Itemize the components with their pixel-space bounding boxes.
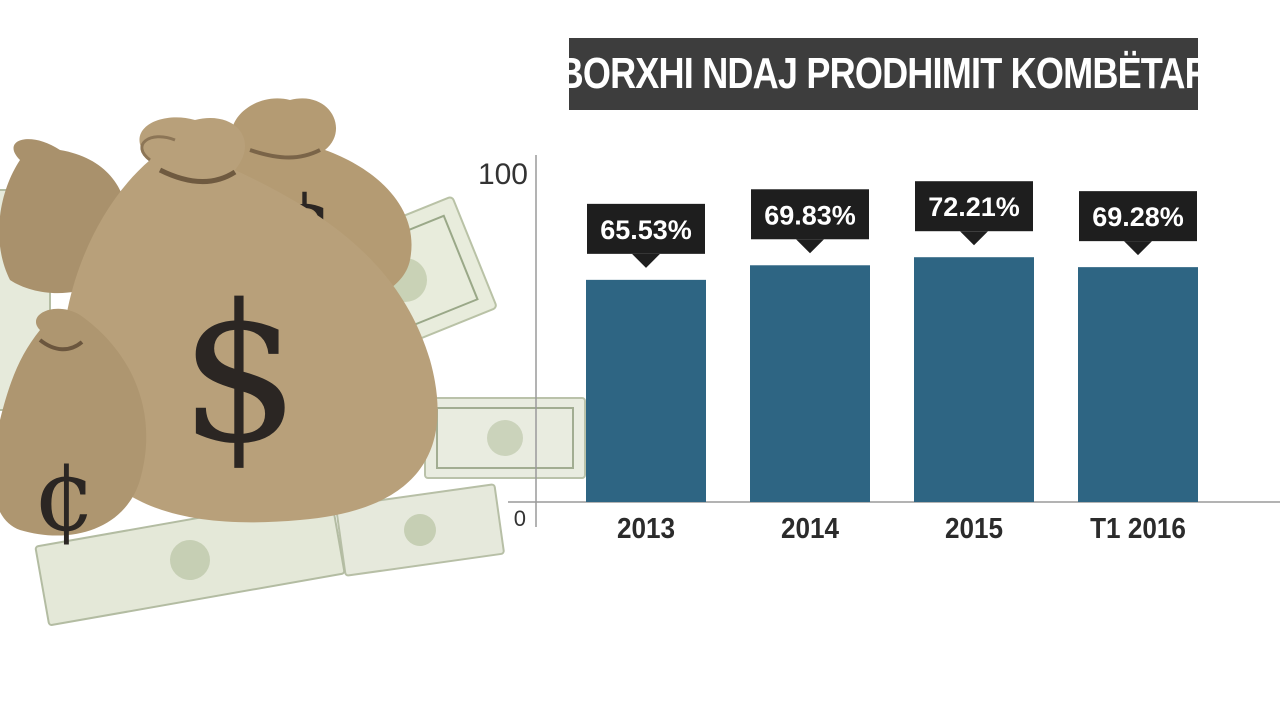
chart-title: BORXHI NDAJ PRODHIMIT KOMBËTAR (557, 49, 1210, 98)
bar (914, 257, 1034, 502)
dollar-bill-icon (34, 494, 346, 626)
value-callout: 69.28% (1079, 191, 1197, 256)
dollar-bill-icon (335, 483, 505, 577)
money-bag-icon: $ (61, 117, 438, 523)
x-tick-label: 2014 (781, 512, 840, 545)
chart-title-bar: BORXHI NDAJ PRODHIMIT KOMBËTAR (557, 38, 1210, 110)
svg-text:$: $ (180, 264, 301, 485)
bar (1078, 267, 1198, 502)
x-tick-label: T1 2016 (1090, 512, 1186, 545)
bar (750, 265, 870, 502)
value-callout: 72.21% (915, 181, 1033, 246)
data-label: 72.21% (928, 192, 1020, 222)
money-bags-illustration: $ $ ¢ (0, 98, 586, 626)
x-tick-label: 2013 (617, 512, 675, 545)
y-tick-label: 100 (478, 158, 528, 191)
y-tick-label: 0 (514, 506, 526, 531)
data-label: 69.83% (764, 200, 856, 230)
value-callout: 69.83% (751, 189, 869, 254)
data-label: 65.53% (600, 215, 692, 245)
data-label: 69.28% (1092, 202, 1184, 232)
dollar-bill-icon (424, 397, 586, 479)
bar (586, 279, 706, 502)
value-callout: 65.53% (587, 203, 705, 268)
money-bag-icon: ¢ (0, 308, 147, 554)
svg-text:¢: ¢ (33, 437, 97, 554)
x-tick-label: 2015 (945, 512, 1003, 545)
